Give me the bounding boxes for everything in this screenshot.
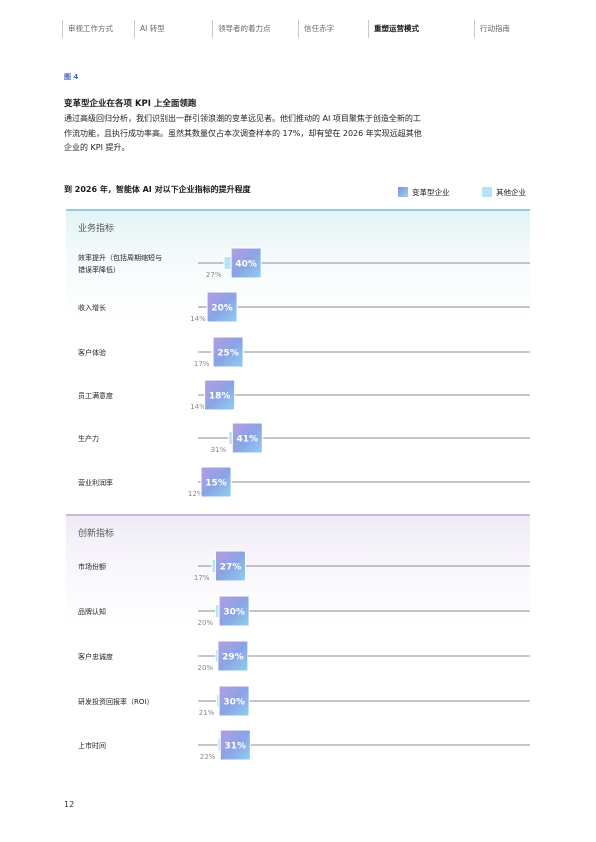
legend-label-other: 其他企业 bbox=[496, 188, 526, 197]
category-label: 营业利润率 bbox=[78, 478, 113, 487]
other-value-label: 22% bbox=[200, 753, 216, 761]
chart-title: 到 2026 年，智能体 AI 对以下企业指标的提升程度 bbox=[64, 185, 251, 194]
category-label: 效率提升（包括周期缩短与 bbox=[78, 253, 162, 262]
other-value-label: 12% bbox=[188, 490, 204, 498]
transform-value-marker bbox=[204, 379, 236, 411]
category-label: 客户忠诚度 bbox=[78, 652, 113, 661]
transform-value-label: 30% bbox=[223, 608, 245, 618]
panel-title-innovation: 创新指标 bbox=[78, 529, 115, 539]
category-label: 错误率降低） bbox=[78, 265, 120, 274]
legend-label-transform: 变革型企业 bbox=[412, 188, 450, 197]
transform-value-label: 27% bbox=[220, 563, 242, 573]
category-label: 品牌认知 bbox=[78, 607, 106, 616]
category-label: 研发投资回报率（ROI） bbox=[78, 697, 153, 706]
headline: 变革型企业在各项 KPI 上全面领跑 bbox=[64, 99, 197, 109]
transform-value-label: 30% bbox=[223, 698, 245, 708]
other-value-label: 17% bbox=[194, 574, 210, 582]
body-paragraph: 通过高级回归分析，我们识别出一群引领浪潮的变革远见者。他们推动的 AI 项目聚焦… bbox=[64, 114, 422, 152]
nav-item-ai-transformation[interactable]: AI 转型 bbox=[134, 20, 165, 38]
transform-value-label: 15% bbox=[205, 479, 227, 489]
figure-label: 图 4 bbox=[64, 73, 79, 81]
nav-item-work-review[interactable]: 审视工作方式 bbox=[62, 20, 113, 38]
transform-value-label: 20% bbox=[211, 304, 233, 314]
other-value-label: 17% bbox=[194, 360, 210, 368]
transform-value-marker bbox=[200, 466, 232, 498]
transform-value-label: 40% bbox=[235, 260, 257, 270]
category-label: 客户体验 bbox=[78, 348, 106, 357]
transform-value-marker bbox=[218, 685, 250, 717]
legend-swatch-other bbox=[482, 187, 492, 197]
nav-item-trust-deficit[interactable]: 信任赤字 bbox=[298, 20, 334, 38]
transform-value-marker bbox=[217, 640, 249, 672]
transform-value-label: 25% bbox=[217, 349, 239, 359]
nav-item-action-guide[interactable]: 行动指南 bbox=[474, 20, 510, 38]
panel-title-business: 业务指标 bbox=[78, 224, 115, 234]
transform-value-marker bbox=[231, 422, 263, 454]
nav-item-operating-model[interactable]: 重塑运营模式 bbox=[368, 20, 419, 38]
transform-value-marker bbox=[230, 247, 262, 279]
transform-value-label: 31% bbox=[225, 742, 247, 752]
transform-value-marker bbox=[219, 729, 251, 761]
other-value-label: 14% bbox=[190, 403, 206, 411]
other-value-label: 27% bbox=[206, 271, 222, 279]
other-value-label: 14% bbox=[190, 315, 206, 323]
nav-item-leader-focus[interactable]: 领导者的着力点 bbox=[212, 20, 271, 38]
transform-value-label: 41% bbox=[237, 435, 259, 445]
other-value-label: 20% bbox=[197, 664, 213, 672]
panel-business-metrics: 业务指标 bbox=[66, 209, 530, 511]
other-value-label: 31% bbox=[211, 446, 227, 454]
transform-value-marker bbox=[214, 550, 246, 582]
transform-value-marker bbox=[206, 291, 238, 323]
transform-value-marker bbox=[212, 336, 244, 368]
category-label: 生产力 bbox=[78, 434, 99, 443]
transform-value-label: 18% bbox=[209, 392, 231, 402]
category-label: 市场份额 bbox=[78, 562, 106, 571]
category-label: 上市时间 bbox=[78, 741, 106, 750]
transform-value-marker bbox=[218, 595, 250, 627]
panel-innovation-metrics: 创新指标 bbox=[66, 514, 530, 776]
page-number: 12 bbox=[64, 800, 75, 809]
other-value-label: 20% bbox=[197, 619, 213, 627]
category-label: 员工满意度 bbox=[78, 391, 113, 400]
category-label: 收入增长 bbox=[78, 303, 106, 312]
legend-swatch-transform bbox=[398, 187, 408, 197]
legend-item-other: 其他企业 bbox=[482, 187, 526, 198]
top-navigation: 审视工作方式 AI 转型 领导者的着力点 信任赤字 重塑运营模式 行动指南 bbox=[62, 20, 566, 38]
legend-item-transform: 变革型企业 bbox=[398, 187, 450, 198]
other-value-label: 21% bbox=[199, 709, 215, 717]
transform-value-label: 29% bbox=[222, 653, 244, 663]
